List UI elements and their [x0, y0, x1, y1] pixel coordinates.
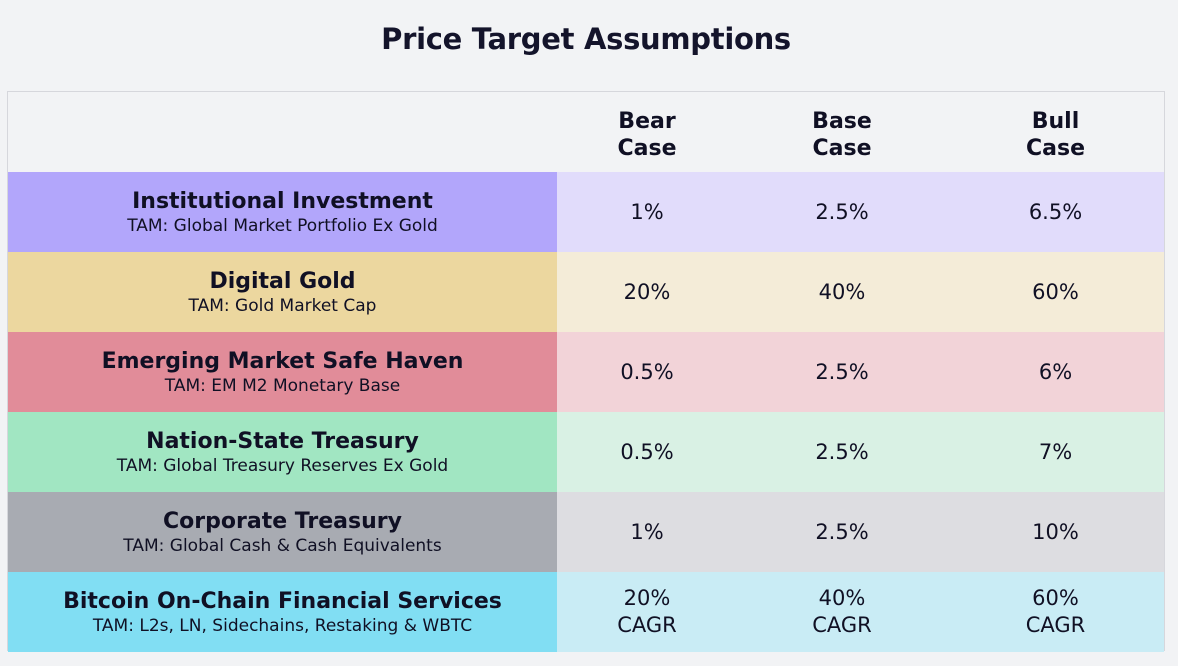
row-label-cell: Digital Gold TAM: Gold Market Cap	[8, 252, 557, 332]
row-name: Institutional Investment	[132, 188, 433, 214]
row-name: Digital Gold	[209, 268, 356, 294]
row-name: Corporate Treasury	[163, 508, 402, 534]
row-tam: TAM: EM M2 Monetary Base	[164, 375, 401, 396]
row-tam: TAM: Global Cash & Cash Equivalents	[123, 535, 442, 556]
row-tam: TAM: Global Market Portfolio Ex Gold	[127, 215, 438, 236]
row-name: Nation-State Treasury	[146, 428, 419, 454]
row-label-cell: Bitcoin On-Chain Financial Services TAM:…	[8, 572, 557, 652]
row-values: 1% 2.5% 10%	[557, 492, 1164, 572]
row-values: 1% 2.5% 6.5%	[557, 172, 1164, 252]
bear-value: 0.5%	[620, 439, 674, 464]
bear-value: 20%	[623, 279, 671, 304]
assumptions-table: Bear Case Base Case Bull Case Institutio…	[7, 91, 1165, 652]
row-tam: TAM: L2s, LN, Sidechains, Restaking & WB…	[92, 615, 473, 636]
base-value: 40% CAGR	[737, 572, 947, 652]
table-row: Institutional Investment TAM: Global Mar…	[8, 172, 1164, 252]
bull-value: 6.5%	[1028, 199, 1083, 224]
header-bear-case: Bear Case	[557, 108, 737, 162]
header-bear-line2: Case	[617, 136, 677, 161]
base-value-unit: CAGR	[812, 613, 872, 637]
row-values: 0.5% 2.5% 6%	[557, 332, 1164, 412]
row-label-cell: Emerging Market Safe Haven TAM: EM M2 Mo…	[8, 332, 557, 412]
bull-value: 6%	[1038, 359, 1073, 384]
row-label-cell: Corporate Treasury TAM: Global Cash & Ca…	[8, 492, 557, 572]
bull-value: 7%	[1038, 439, 1073, 464]
table-header-row: Bear Case Base Case Bull Case	[8, 92, 1164, 172]
table-row: Emerging Market Safe Haven TAM: EM M2 Mo…	[8, 332, 1164, 412]
table-row: Bitcoin On-Chain Financial Services TAM:…	[8, 572, 1164, 652]
base-value: 2.5%	[815, 519, 869, 544]
base-value: 2.5%	[815, 439, 869, 464]
row-tam: TAM: Gold Market Cap	[188, 295, 377, 316]
row-label-cell: Institutional Investment TAM: Global Mar…	[8, 172, 557, 252]
chart-title: Price Target Assumptions	[381, 22, 791, 56]
header-bull-line1: Bull	[1031, 109, 1080, 134]
row-label-cell: Nation-State Treasury TAM: Global Treasu…	[8, 412, 557, 492]
base-value: 2.5%	[815, 359, 869, 384]
row-name: Bitcoin On-Chain Financial Services	[63, 588, 502, 614]
bear-value-number: 20%	[623, 586, 671, 610]
header-base-line1: Base	[812, 109, 872, 134]
base-value-number: 40%	[818, 586, 866, 610]
row-values: 0.5% 2.5% 7%	[557, 412, 1164, 492]
header-base-line2: Case	[812, 136, 872, 161]
header-bear-line1: Bear	[618, 109, 676, 134]
table-row: Nation-State Treasury TAM: Global Treasu…	[8, 412, 1164, 492]
bull-value: 60% CAGR	[947, 572, 1164, 652]
row-name: Emerging Market Safe Haven	[101, 348, 464, 374]
header-bull-line2: Case	[1025, 136, 1085, 161]
base-value: 40%	[818, 279, 866, 304]
bear-value: 0.5%	[620, 359, 674, 384]
bull-value-unit: CAGR	[1025, 613, 1086, 637]
row-tam: TAM: Global Treasury Reserves Ex Gold	[116, 455, 449, 476]
bull-value-number: 60%	[1032, 586, 1079, 610]
base-value: 2.5%	[815, 199, 869, 224]
table-row: Digital Gold TAM: Gold Market Cap 20% 40…	[8, 252, 1164, 332]
table-row: Corporate Treasury TAM: Global Cash & Ca…	[8, 492, 1164, 572]
row-values: 20% CAGR 40% CAGR 60% CAGR	[557, 572, 1164, 652]
bear-value: 20% CAGR	[557, 572, 737, 652]
header-bull-case: Bull Case	[947, 108, 1164, 162]
header-base-case: Base Case	[737, 108, 947, 162]
bear-value-unit: CAGR	[617, 613, 677, 637]
bull-value: 10%	[1032, 519, 1079, 544]
bear-value: 1%	[630, 519, 664, 544]
row-values: 20% 40% 60%	[557, 252, 1164, 332]
bear-value: 1%	[630, 199, 664, 224]
bull-value: 60%	[1032, 279, 1079, 304]
